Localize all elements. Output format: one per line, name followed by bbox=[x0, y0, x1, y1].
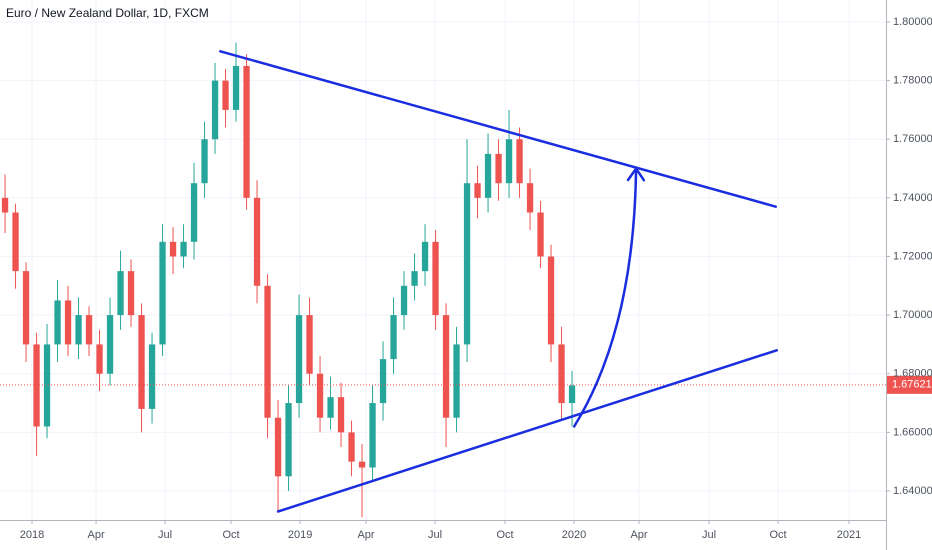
y-tick-label: 1.78000 bbox=[893, 75, 932, 87]
candle-body bbox=[222, 80, 229, 110]
candle-body bbox=[379, 359, 387, 404]
candle-body bbox=[75, 315, 82, 345]
candle-body bbox=[474, 183, 481, 198]
candle-body bbox=[568, 385, 576, 404]
candle-body bbox=[96, 344, 103, 374]
y-tick-label: 1.64000 bbox=[893, 485, 932, 497]
candle-body bbox=[106, 315, 114, 374]
candle-body bbox=[22, 271, 30, 345]
candle-body bbox=[316, 373, 324, 418]
candle-body bbox=[127, 271, 135, 316]
candle-body bbox=[43, 344, 51, 427]
x-tick-label: 2019 bbox=[288, 529, 312, 541]
candle-body bbox=[400, 285, 408, 316]
y-tick-label: 1.68000 bbox=[893, 368, 932, 380]
trend-drawing bbox=[276, 349, 779, 513]
y-tick-label: 1.74000 bbox=[893, 192, 932, 204]
candle-body bbox=[337, 397, 345, 433]
x-tick-label: Oct bbox=[496, 529, 513, 541]
candle-body bbox=[526, 183, 534, 213]
candle-body bbox=[558, 344, 565, 404]
y-tick-label: 1.66000 bbox=[893, 426, 932, 438]
candle-body bbox=[411, 271, 418, 286]
candle-body bbox=[505, 139, 513, 184]
trend-drawing bbox=[572, 167, 638, 428]
candle-body bbox=[348, 432, 355, 462]
last-price-label: 1.67621 bbox=[892, 379, 932, 391]
x-tick-label: Apr bbox=[88, 529, 105, 541]
candle-body bbox=[12, 212, 19, 272]
x-tick-label: Oct bbox=[222, 529, 239, 541]
x-tick-label: Oct bbox=[769, 529, 786, 541]
candle-body bbox=[243, 65, 250, 198]
x-tick-label: 2018 bbox=[20, 529, 44, 541]
candle-body bbox=[264, 285, 271, 418]
candle-body bbox=[390, 315, 397, 360]
candle-body bbox=[201, 139, 208, 184]
chart-title: Euro / New Zealand Dollar, 1D, FXCM bbox=[6, 6, 209, 20]
candle-body bbox=[211, 80, 219, 140]
arrow-head bbox=[626, 166, 646, 182]
candle-body bbox=[169, 241, 177, 257]
candle-body bbox=[64, 300, 72, 345]
y-tick-label: 1.70000 bbox=[893, 309, 932, 321]
candle-body bbox=[547, 256, 555, 345]
candle-body bbox=[369, 403, 376, 468]
candle-body bbox=[495, 153, 502, 184]
candle-body bbox=[421, 241, 429, 272]
x-tick-label: 2020 bbox=[562, 529, 586, 541]
trend-drawing bbox=[219, 50, 777, 208]
x-tick-label: Apr bbox=[630, 529, 647, 541]
candle-body bbox=[484, 153, 492, 198]
candle-body bbox=[327, 397, 334, 418]
candle-body bbox=[358, 461, 366, 468]
x-tick-label: Apr bbox=[357, 529, 374, 541]
x-tick-label: Jul bbox=[158, 529, 172, 541]
candle-body bbox=[516, 139, 523, 184]
candle-body bbox=[285, 403, 292, 477]
candle-body bbox=[453, 344, 460, 418]
candle-body bbox=[432, 241, 439, 316]
candle-body bbox=[232, 65, 240, 110]
y-tick-label: 1.80000 bbox=[893, 16, 932, 28]
candle-body bbox=[463, 183, 471, 345]
candle-body bbox=[190, 183, 198, 242]
candle-body bbox=[537, 212, 544, 257]
candle-body bbox=[180, 241, 187, 257]
candle-body bbox=[253, 197, 261, 286]
candle-body bbox=[295, 315, 303, 404]
y-tick-label: 1.76000 bbox=[893, 133, 932, 145]
y-tick-label: 1.72000 bbox=[893, 250, 932, 262]
candle-body bbox=[117, 271, 124, 316]
x-tick-label: Jul bbox=[702, 529, 716, 541]
candle-body bbox=[159, 241, 166, 345]
candle-body bbox=[138, 315, 145, 409]
candle-body bbox=[33, 344, 40, 427]
candle-body bbox=[54, 300, 61, 345]
x-tick-label: 2021 bbox=[837, 529, 861, 541]
candle-body bbox=[274, 417, 282, 477]
candle-body bbox=[1, 197, 9, 213]
candle-body bbox=[442, 315, 450, 418]
candle-body bbox=[148, 344, 156, 409]
last-price-badge bbox=[887, 375, 932, 394]
candle-body bbox=[306, 315, 313, 374]
x-tick-label: Jul bbox=[428, 529, 442, 541]
candle-body bbox=[85, 315, 93, 345]
